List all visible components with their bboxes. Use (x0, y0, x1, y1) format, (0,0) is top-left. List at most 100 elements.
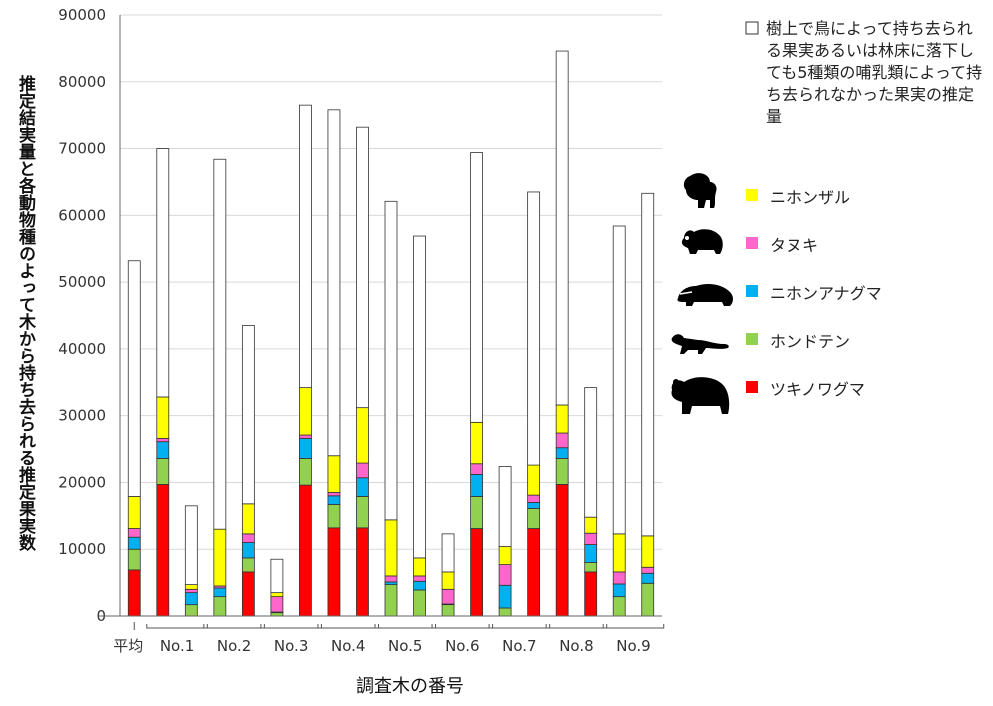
monkey-icon (683, 173, 717, 208)
bar-segment (156, 458, 170, 485)
bar-segment (470, 421, 483, 465)
y-tick-label: 50000 (58, 273, 106, 291)
raccoon-dog-icon (681, 229, 723, 254)
bar-segment (612, 533, 626, 573)
bar-segment (555, 404, 569, 434)
bar-segment (470, 496, 483, 529)
bar-segment (299, 484, 312, 617)
bar-segment (413, 589, 426, 617)
group-bracket (602, 624, 665, 629)
bar-segment (356, 496, 369, 529)
bar-segment (470, 463, 483, 475)
bar-segment (498, 607, 512, 617)
bar-segment (241, 542, 255, 559)
bar-segment (299, 434, 312, 439)
legend-swatch-monkey (746, 189, 758, 201)
bar-segment (555, 484, 569, 617)
bar-segment (498, 546, 512, 565)
bar-segment (527, 494, 541, 503)
bar-segment (470, 528, 483, 617)
legend-icons (671, 173, 733, 414)
x-group-label: No.6 (445, 637, 479, 655)
legend-label-raccoon-dog: タヌキ (770, 236, 819, 255)
bar-segment (612, 583, 626, 598)
bar-segment (184, 604, 198, 617)
y-tick-labels: 0100002000030000400005000060000700008000… (58, 6, 106, 625)
marten-icon (671, 334, 729, 354)
legend (745, 21, 759, 393)
bar-segment (184, 505, 198, 586)
bar-segment (127, 260, 141, 497)
bar-segment (413, 575, 426, 582)
bar-segment (327, 109, 341, 457)
bar-segment (127, 496, 141, 529)
bar-segment (384, 575, 398, 583)
bar-segment (527, 191, 541, 466)
axes (98, 15, 662, 617)
bar-segment (213, 528, 227, 587)
bar-segment (555, 432, 569, 449)
bar-segment (241, 557, 255, 573)
bar-segment (299, 458, 312, 486)
bar-segment (527, 508, 541, 529)
x-group-label: No.4 (331, 637, 365, 655)
bar-segment (413, 557, 426, 577)
legend-swatch-bear (746, 381, 758, 393)
legend-swatch-badger (746, 285, 758, 297)
bar-segment (384, 519, 398, 577)
legend-label-bear: ツキノワグマ (770, 380, 865, 399)
bar-segment (241, 325, 255, 505)
bar-segment (584, 516, 598, 534)
bar-segment (327, 455, 341, 493)
bar-segment (441, 588, 455, 605)
y-tick-label: 20000 (58, 473, 106, 491)
x-group-label: No.7 (502, 637, 536, 655)
legend-label-monkey: ニホンザル (770, 188, 851, 207)
y-tick-label: 90000 (58, 6, 106, 24)
bar-segment (441, 533, 455, 573)
bar-segment (527, 464, 541, 496)
bar-segment (527, 502, 541, 509)
bar-segment (555, 458, 569, 485)
bar-segment (612, 225, 626, 535)
bar-segment (641, 192, 655, 537)
bar-segment (612, 596, 626, 617)
group-bracket (317, 624, 379, 629)
x-group-label: No.2 (217, 637, 251, 655)
badger-icon (677, 284, 733, 306)
bar-segment (156, 148, 170, 398)
bar-segment (241, 571, 255, 617)
y-tick-label: 10000 (58, 540, 106, 558)
group-bracket (374, 624, 437, 629)
bar-segment (584, 571, 598, 617)
y-tick-label: 30000 (58, 407, 106, 425)
x-group-labels: 平均 No.1 No.2 No.3 No.4 No.5 No.6 No.7 No.8 No.9 (113, 622, 665, 655)
bar-segment (441, 604, 455, 617)
bar-segment (127, 528, 141, 538)
group-bracket (146, 624, 208, 629)
bar-segment (384, 200, 398, 521)
bar-segment (384, 584, 398, 617)
bar-segment (213, 158, 227, 530)
x-group-label: 平均 (113, 637, 143, 655)
bar-segment (356, 126, 369, 409)
bar-segment (413, 580, 426, 591)
bar-segment (584, 387, 598, 518)
bar-segment (641, 535, 655, 568)
x-group-label: No.5 (388, 637, 422, 655)
bar-segment (441, 571, 455, 590)
bar-segment (299, 387, 312, 436)
bar-segment (498, 584, 512, 609)
bar-segment (156, 437, 170, 443)
bar-segment (555, 50, 569, 406)
y-axis-label: 推定結実量と各動物種のよって木から持ち去られる推定果実数 (15, 75, 35, 551)
x-group-label: No.9 (616, 637, 650, 655)
legend-swatch-raccoon-dog (746, 237, 758, 249)
bar-segment (356, 477, 369, 497)
bar-segment (584, 532, 598, 545)
bar-segment (270, 612, 284, 617)
bar-segment (413, 235, 426, 559)
x-group-label: No.8 (559, 637, 593, 655)
bar-segment (156, 441, 170, 459)
bar-segment (356, 462, 369, 479)
